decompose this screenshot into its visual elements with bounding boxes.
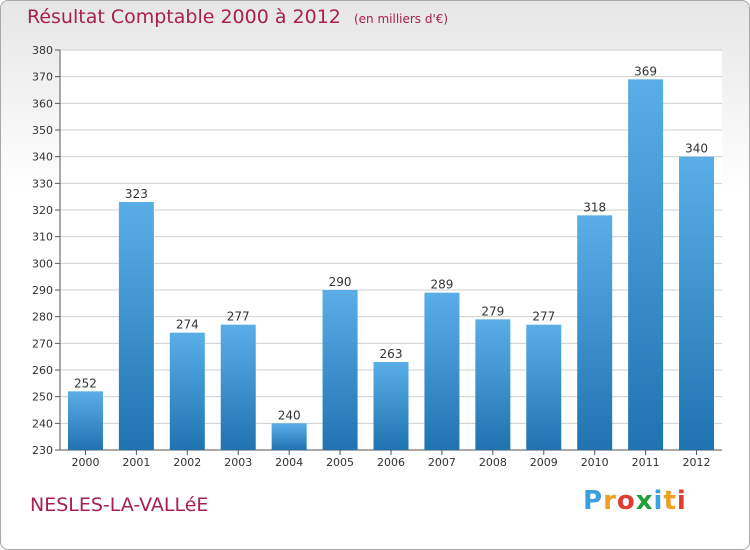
data-label: 274 [176,318,199,332]
data-label: 289 [430,278,453,292]
data-label: 340 [685,142,708,156]
y-tick-label: 320 [32,204,53,217]
data-label: 290 [329,275,352,289]
y-tick-label: 290 [32,284,53,297]
x-tick-label: 2001 [122,456,150,469]
bar [679,156,715,450]
y-tick-label: 260 [32,364,53,377]
y-tick-label: 350 [32,124,53,137]
y-tick-label: 300 [32,257,53,270]
data-label: 369 [634,64,657,78]
data-label: 323 [125,187,148,201]
x-tick-label: 2008 [479,456,507,469]
x-tick-label: 2004 [275,456,303,469]
x-tick-label: 2003 [224,456,252,469]
y-tick-label: 280 [32,311,53,324]
logo-letter: P [583,486,604,516]
logo-letter: o [616,486,636,516]
data-label: 277 [227,310,250,324]
commune-name: NESLES-LA-VALLéE [30,494,209,516]
y-tick-label: 310 [32,231,53,244]
bar [526,324,562,450]
y-tick-label: 240 [32,417,53,430]
data-label: 277 [532,310,555,324]
y-tick-label: 270 [32,337,53,350]
logo-letter: r [603,486,617,516]
y-tick-label: 330 [32,177,53,190]
bar [577,215,613,450]
proxiti-logo[interactable]: Proxiti [583,486,687,516]
bar [220,324,256,450]
x-tick-label: 2005 [326,456,354,469]
logo-letter: t [663,486,677,516]
bar [424,292,460,450]
y-tick-label: 230 [32,444,53,457]
data-label: 263 [380,347,403,361]
x-tick-label: 2011 [632,456,660,469]
chart-title: Résultat Comptable 2000 à 2012 (en milli… [27,6,448,28]
logo-letter: i [676,486,687,516]
x-tick-label: 2010 [581,456,609,469]
bar [322,290,358,450]
y-tick-label: 360 [32,97,53,110]
bar [628,79,664,450]
data-label: 318 [583,200,606,214]
logo-letter: i [653,486,664,516]
y-tick-label: 370 [32,71,53,84]
x-tick-label: 2006 [377,456,405,469]
title-text: Résultat Comptable 2000 à 2012 [27,6,341,28]
bar [118,202,154,450]
unit-text: (en milliers d'€) [353,12,449,26]
x-tick-label: 2002 [173,456,201,469]
x-tick-label: 2007 [428,456,456,469]
x-tick-label: 2012 [683,456,711,469]
data-label: 279 [481,304,504,318]
bar [169,332,205,450]
bar [271,423,307,450]
bar [67,391,103,450]
y-tick-label: 380 [32,44,53,57]
data-label: 252 [74,376,97,390]
data-label: 240 [278,408,301,422]
logo-letter: x [635,486,654,516]
x-tick-label: 2000 [71,456,99,469]
y-tick-label: 340 [32,151,53,164]
bar [475,319,511,450]
bar [373,362,409,450]
y-tick-label: 250 [32,391,53,404]
x-tick-label: 2009 [530,456,558,469]
